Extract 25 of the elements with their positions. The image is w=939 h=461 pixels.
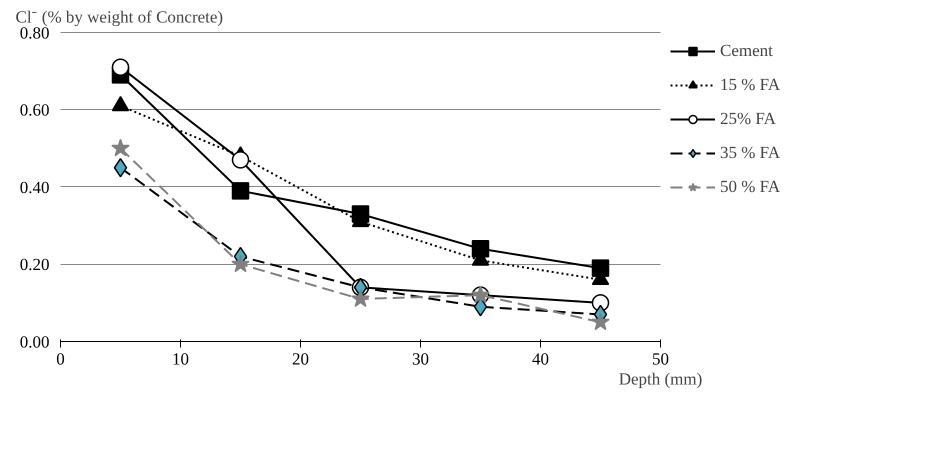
y-tick-label: 0.60 bbox=[20, 100, 50, 120]
x-tick-label: 50 bbox=[652, 350, 669, 368]
point bbox=[591, 312, 610, 330]
y-tick-label: 0.40 bbox=[20, 178, 50, 197]
point bbox=[232, 182, 250, 200]
y-tick-label: 0.20 bbox=[20, 255, 50, 274]
x-tick-label: 0 bbox=[56, 350, 65, 368]
y-axis-title: Cl⁻ (% by weight of Concrete) bbox=[16, 8, 224, 26]
x-tick-label: 30 bbox=[412, 350, 429, 368]
y-tick-label: 0.00 bbox=[20, 332, 50, 352]
x-tick-label: 10 bbox=[172, 350, 189, 368]
point bbox=[114, 158, 128, 178]
legend-label: 35 % FA bbox=[720, 143, 780, 163]
x-tick-label: 40 bbox=[532, 350, 549, 368]
legend-label: Cement bbox=[720, 41, 773, 61]
legend-label: 25% FA bbox=[720, 109, 776, 129]
x-axis-title: Depth (mm) bbox=[618, 370, 702, 388]
legend-label: 50 % FA bbox=[720, 177, 780, 197]
point bbox=[111, 138, 130, 156]
x-tick-label: 20 bbox=[292, 350, 309, 368]
point bbox=[232, 151, 250, 169]
point bbox=[231, 254, 250, 272]
legend-label: 15 % FA bbox=[720, 75, 780, 95]
point bbox=[351, 289, 370, 308]
point bbox=[112, 58, 130, 76]
